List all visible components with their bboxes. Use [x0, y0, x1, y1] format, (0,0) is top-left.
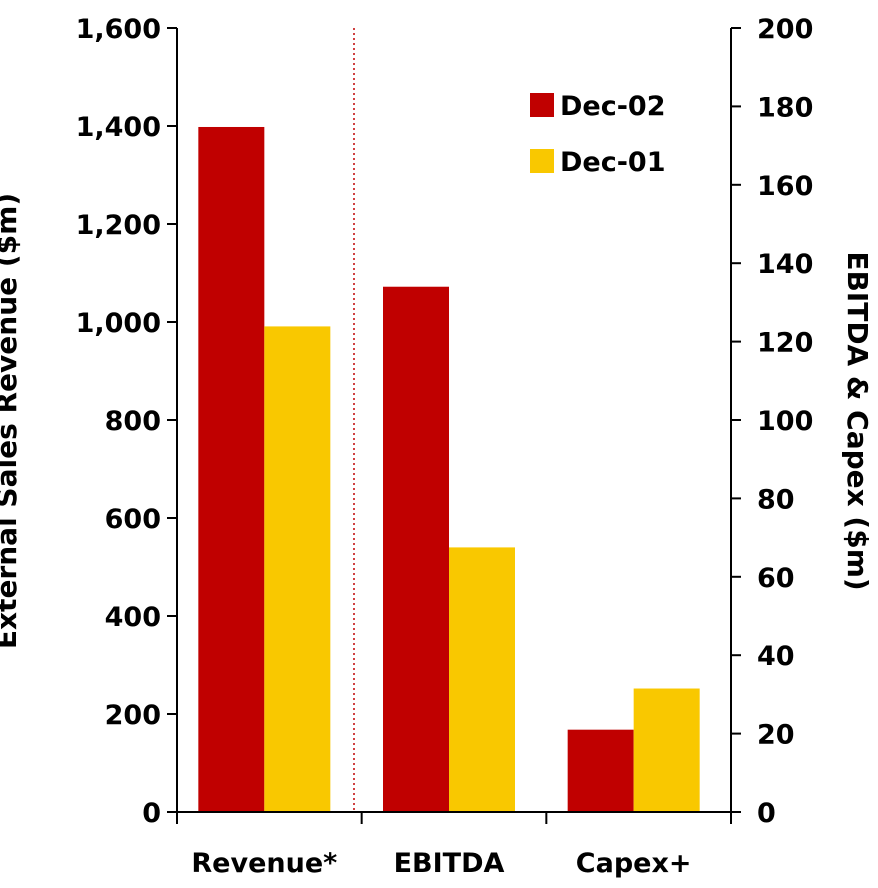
bar-capex-dec-01: [633, 688, 700, 812]
bar-ebitda-dec-02: [383, 286, 449, 813]
bar-revenue-dec-01: [264, 326, 331, 812]
left-tick-label: 1,400: [76, 112, 161, 143]
right-tick-label: 200: [757, 14, 813, 45]
left-tick-label: 0: [142, 798, 161, 829]
right-tick-label: 40: [757, 641, 795, 672]
left-tick-label: 1,200: [76, 210, 161, 241]
left-axis: 0 200 400 600 800 1,000 1,200 1,400 1,600: [76, 14, 178, 829]
category-label: Revenue*: [191, 848, 337, 879]
left-tick-label: 1,600: [76, 14, 161, 45]
right-axis: 0 20 40 60 80 100 120 140 160 180 200: [730, 14, 813, 829]
legend-label-dec-01: Dec-01: [560, 147, 666, 178]
category-label: Capex+: [576, 848, 692, 879]
left-tick-label: 400: [105, 602, 161, 633]
bar-capex-dec-02: [567, 729, 634, 812]
right-tick-label: 60: [757, 563, 795, 594]
left-axis-title: External Sales Revenue ($m): [0, 193, 23, 649]
left-tick-label: 600: [105, 504, 161, 535]
legend-label-dec-02: Dec-02: [560, 91, 666, 122]
bar-revenue-dec-02: [198, 126, 265, 813]
right-tick-label: 20: [757, 720, 795, 751]
right-tick-label: 140: [757, 249, 813, 280]
legend-swatch-dec-02: [530, 93, 554, 117]
legend-swatch-dec-01: [530, 149, 554, 173]
x-axis: Revenue* EBITDA Capex+: [176, 811, 732, 879]
right-tick-label: 0: [757, 798, 776, 829]
legend: Dec-02 Dec-01: [530, 91, 666, 178]
left-tick-label: 200: [105, 700, 161, 731]
right-axis-title: EBITDA & Capex ($m): [841, 251, 874, 590]
bar-ebitda-dec-01: [449, 547, 515, 812]
right-tick-label: 120: [757, 328, 813, 359]
bars: [198, 28, 700, 813]
left-tick-label: 1,000: [76, 308, 161, 339]
right-tick-label: 160: [757, 171, 813, 202]
left-tick-label: 800: [105, 406, 161, 437]
right-tick-label: 80: [757, 484, 795, 515]
right-tick-label: 180: [757, 92, 813, 123]
right-tick-label: 100: [757, 406, 813, 437]
category-label: EBITDA: [394, 848, 505, 879]
